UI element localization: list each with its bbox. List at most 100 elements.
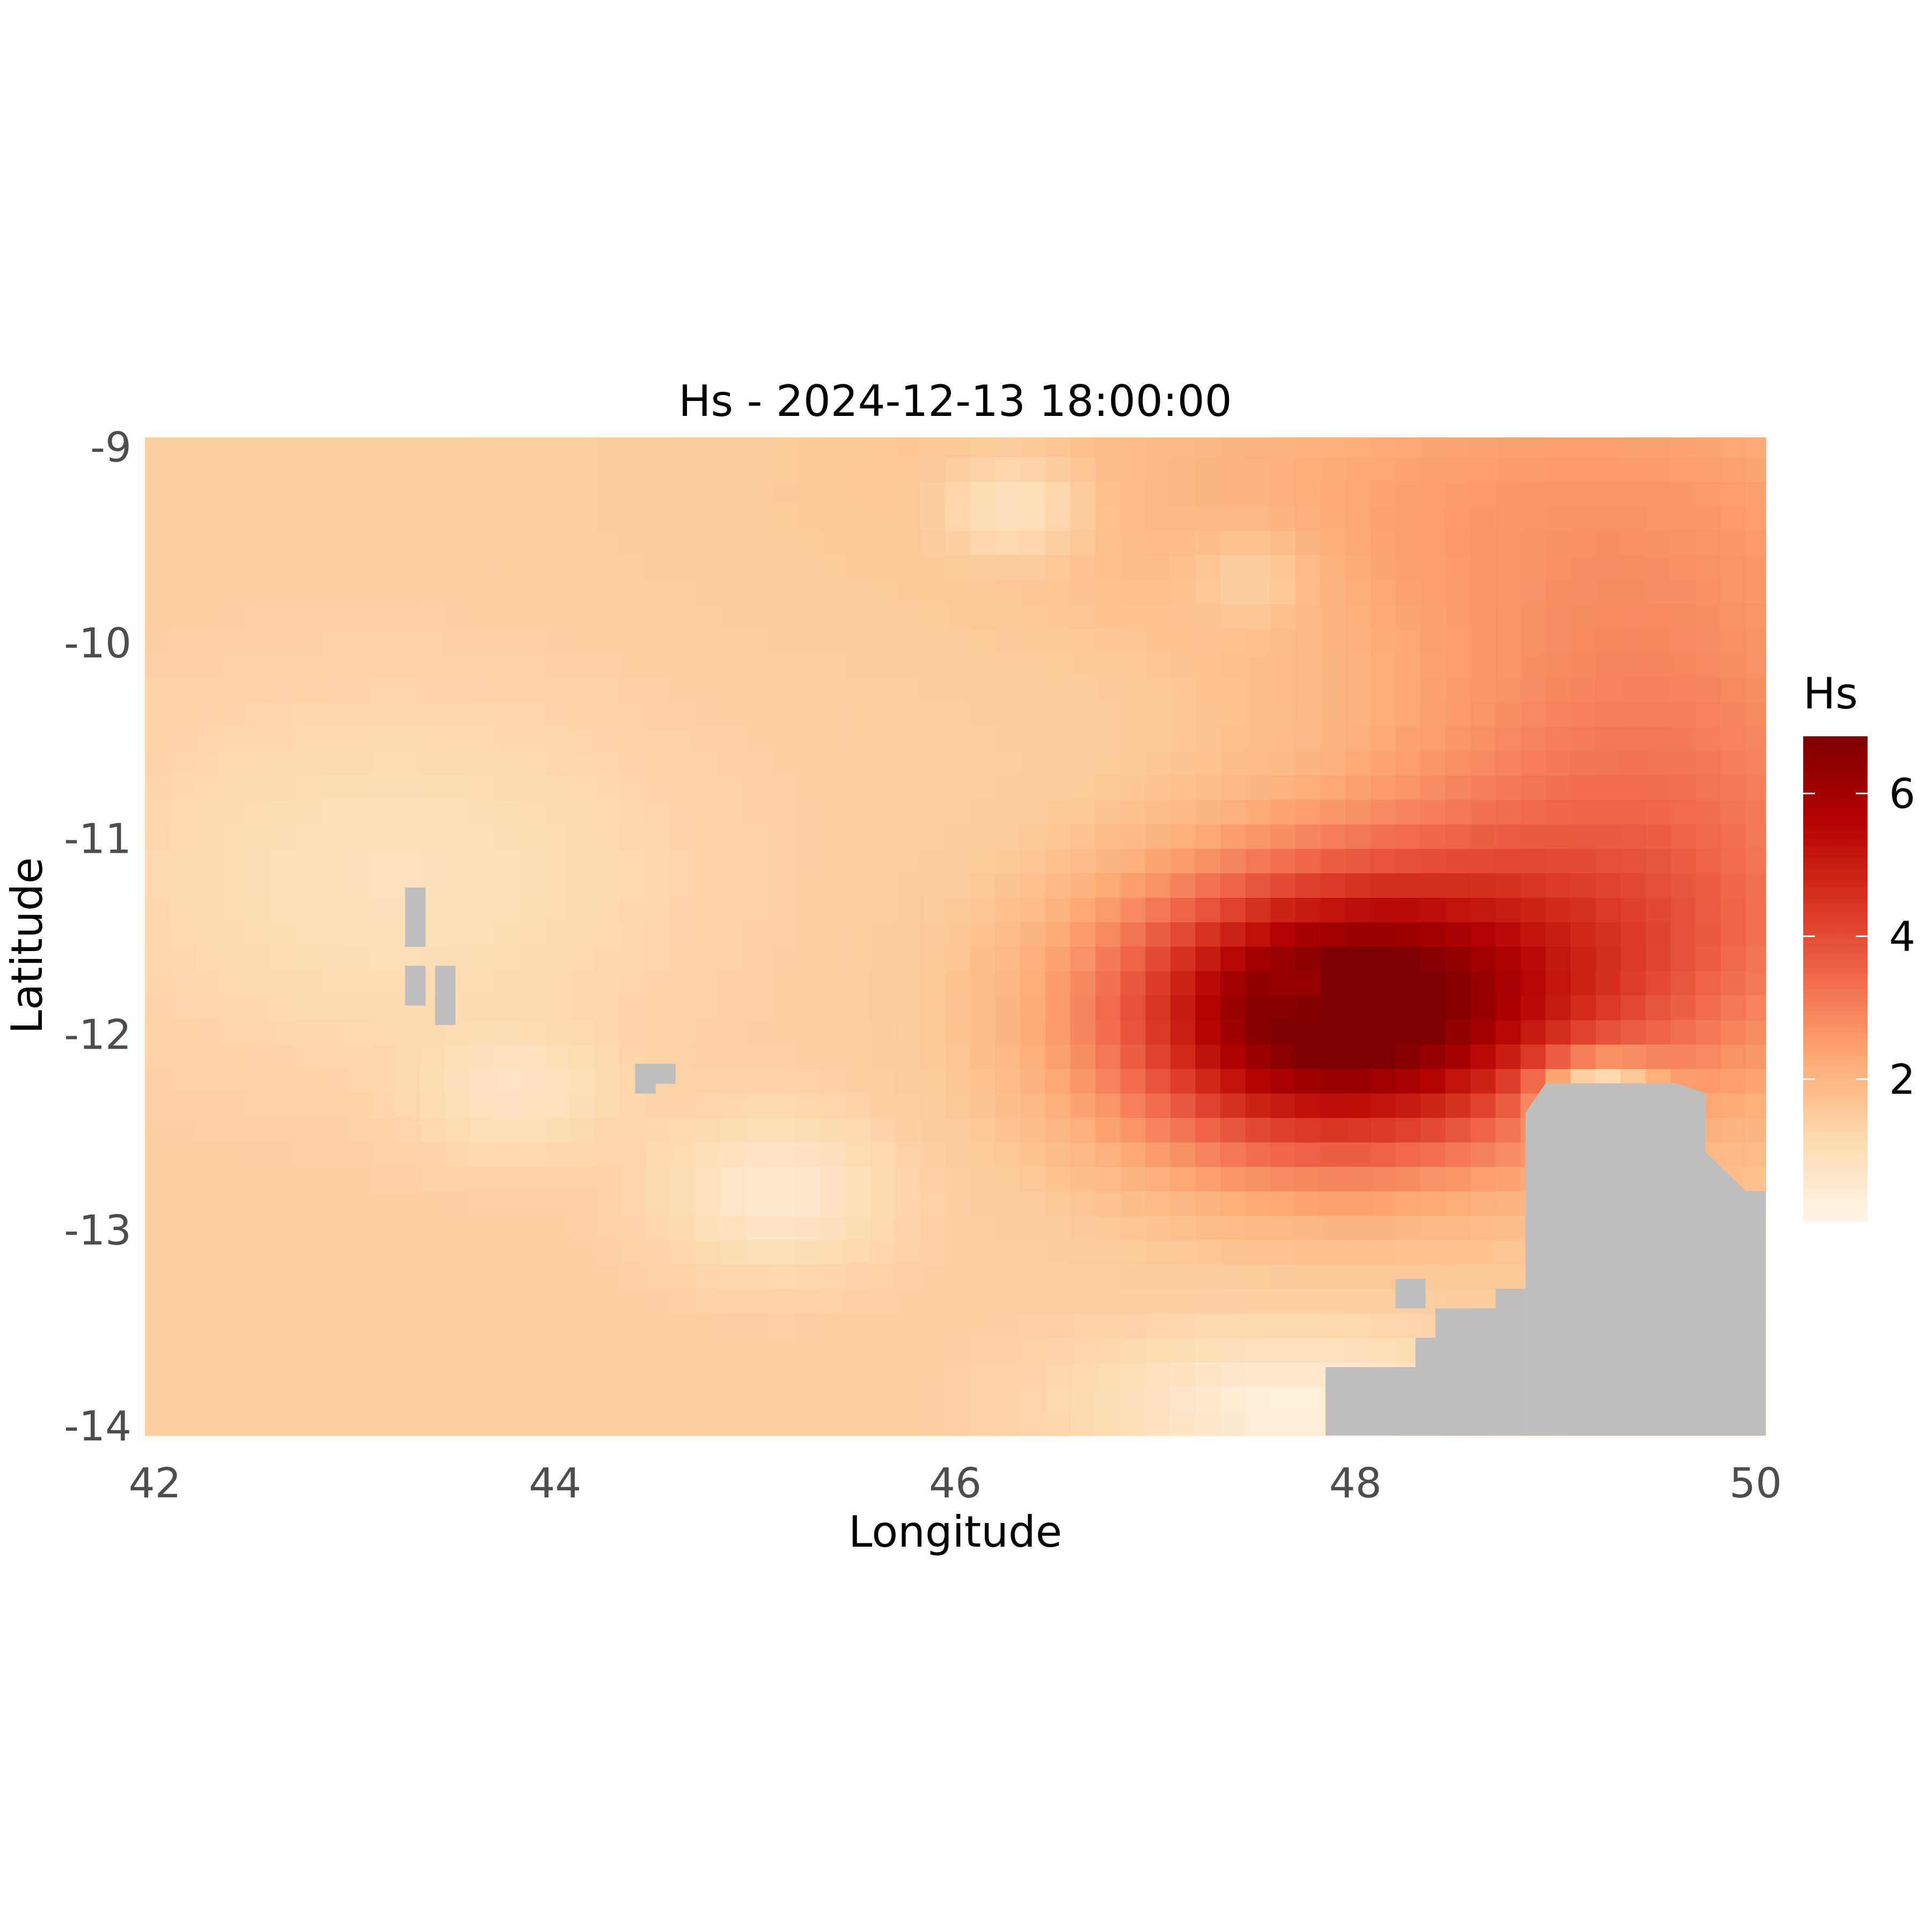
heatmap-cell	[1045, 970, 1071, 996]
heatmap-cell	[995, 726, 1021, 751]
heatmap-cell	[1145, 848, 1171, 874]
heatmap-cell	[1670, 579, 1696, 604]
heatmap-cell	[670, 604, 696, 629]
heatmap-cell	[995, 1264, 1021, 1290]
heatmap-cell	[395, 1289, 421, 1314]
heatmap-cell	[945, 677, 971, 702]
heatmap-cell	[1220, 653, 1246, 678]
heatmap-cell	[1220, 1093, 1246, 1118]
heatmap-cell	[520, 653, 546, 678]
heatmap-cell	[219, 481, 246, 507]
heatmap-cell	[1370, 946, 1396, 971]
heatmap-cell	[1045, 1264, 1071, 1290]
heatmap-cell	[295, 1337, 321, 1363]
heatmap-cell	[219, 824, 246, 849]
heatmap-cell	[645, 1117, 671, 1143]
heatmap-cell	[845, 799, 871, 825]
heatmap-cell	[620, 970, 646, 996]
heatmap-cell	[970, 604, 996, 629]
heatmap-cell	[1120, 1215, 1146, 1241]
heatmap-cell	[870, 1362, 896, 1387]
heatmap-cell	[1220, 848, 1246, 874]
heatmap-cell	[995, 677, 1021, 702]
heatmap-cell	[945, 481, 971, 507]
heatmap-cell	[1570, 579, 1596, 604]
heatmap-cell	[570, 995, 596, 1020]
heatmap-cell	[620, 1191, 646, 1216]
heatmap-cell	[1495, 457, 1521, 482]
heatmap-cell	[295, 1289, 321, 1314]
heatmap-cell	[745, 437, 771, 458]
heatmap-cell	[145, 554, 171, 580]
heatmap-cell	[1345, 701, 1371, 727]
heatmap-cell	[1320, 1240, 1346, 1265]
heatmap-cell	[870, 1044, 896, 1069]
heatmap-cell	[1095, 946, 1121, 971]
heatmap-cell	[270, 1362, 296, 1387]
heatmap-cell	[845, 897, 871, 923]
heatmap-cell	[1495, 824, 1521, 849]
heatmap-cell	[745, 726, 771, 751]
heatmap-cell	[545, 1191, 571, 1216]
heatmap-cell	[1195, 824, 1221, 849]
heatmap-cell	[795, 1313, 821, 1338]
heatmap-cell	[495, 1093, 521, 1118]
heatmap-cell	[695, 628, 721, 653]
heatmap-cell	[545, 1264, 571, 1290]
x-axis-ticks: 42 44 46 48 50	[129, 1460, 1782, 1507]
heatmap-cell	[620, 437, 646, 458]
heatmap-cell	[1721, 579, 1746, 604]
heatmap-cell	[1345, 554, 1371, 580]
heatmap-cell	[1070, 775, 1096, 800]
heatmap-cell	[620, 1093, 646, 1118]
heatmap-cell	[1195, 1141, 1221, 1167]
heatmap-cell	[1220, 946, 1246, 971]
heatmap-cell	[745, 921, 771, 947]
heatmap-cell	[1345, 1166, 1371, 1191]
heatmap-cell	[1745, 873, 1766, 898]
heatmap-cell	[570, 628, 596, 653]
heatmap-cell	[1020, 799, 1046, 825]
heatmap-cell	[370, 970, 396, 996]
heatmap-cell	[1370, 1166, 1396, 1191]
heatmap-cell	[995, 897, 1021, 923]
heatmap-cell	[219, 775, 246, 800]
heatmap-cell	[595, 775, 621, 800]
heatmap-cell	[820, 1313, 846, 1338]
heatmap-cell	[145, 1264, 171, 1290]
heatmap-cell	[1070, 726, 1096, 751]
heatmap-cell	[1245, 653, 1271, 678]
heatmap-cell	[1145, 653, 1171, 678]
heatmap-cell	[870, 701, 896, 727]
heatmap-cell	[1220, 579, 1246, 604]
heatmap-cell	[570, 897, 596, 923]
heatmap-cell	[1570, 701, 1596, 727]
heatmap-cell	[1370, 677, 1396, 702]
heatmap-cell	[895, 1264, 921, 1290]
heatmap-cell	[145, 437, 171, 458]
heatmap-cell	[1721, 437, 1746, 458]
heatmap-cell	[670, 1411, 696, 1436]
heatmap-cell	[1520, 921, 1546, 947]
heatmap-cell	[445, 554, 471, 580]
heatmap-cell	[1295, 1386, 1321, 1412]
heatmap-cell	[370, 873, 396, 898]
heatmap-cell	[195, 1191, 221, 1216]
heatmap-cell	[320, 1386, 346, 1412]
heatmap-cell	[1545, 579, 1571, 604]
heatmap-cell	[520, 481, 546, 507]
heatmap-cell	[1395, 437, 1421, 458]
heatmap-cell	[495, 628, 521, 653]
heatmap-cell	[1395, 897, 1421, 923]
heatmap-cell	[670, 701, 696, 727]
heatmap-cell	[870, 824, 896, 849]
heatmap-cell	[1070, 1386, 1096, 1412]
heatmap-cell	[1020, 1191, 1046, 1216]
heatmap-cell	[1245, 1166, 1271, 1191]
heatmap-cell	[520, 530, 546, 555]
heatmap-cell	[520, 1020, 546, 1045]
heatmap-cell	[1220, 437, 1246, 458]
heatmap-cell	[620, 1362, 646, 1387]
heatmap-cell	[1620, 1020, 1646, 1045]
heatmap-cell	[1545, 554, 1571, 580]
